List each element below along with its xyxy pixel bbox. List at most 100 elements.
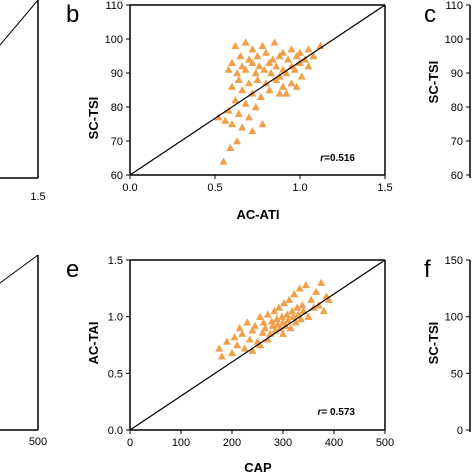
data-point [265,58,274,66]
data-point [287,62,296,70]
axis-ticks: 0 50 100 150 [445,255,470,437]
data-point [222,337,231,345]
scatter-points [214,38,325,165]
data-point [241,99,250,107]
data-point [243,318,252,326]
data-point [267,317,276,325]
data-point [272,62,281,70]
data-point [238,62,247,70]
data-point [238,329,247,337]
data-point [258,41,267,49]
panel-label: e [66,256,79,283]
data-point [309,52,318,60]
data-point [282,69,291,77]
data-point [275,72,284,80]
data-point [282,89,291,97]
data-point [241,38,250,46]
data-point [279,48,287,56]
data-point [238,86,247,94]
data-point [301,55,310,63]
data-point [228,348,236,357]
tick-label: 1.5 [30,191,45,203]
data-point [215,344,224,352]
data-point [293,303,302,311]
y-tick-label: 0.5 [108,368,123,380]
data-point [270,307,279,315]
y-tick-label: 150 [445,255,463,267]
partial-panel-top-left: 1.5 [0,0,46,203]
data-point [265,86,274,94]
data-point [228,58,236,66]
data-point [279,82,287,90]
x-tick-label: 0 [127,437,133,449]
data-point [291,318,300,326]
data-point [270,38,279,46]
panel-b: b SC-TSI AC-ATI r=0.516 0.0 0.5 1.0 1.5 60 70… [66,0,393,222]
y-tick-label: 80 [451,102,463,114]
data-point [240,344,249,352]
axis-ticks: 60 70 80 90 100 110 [445,0,470,182]
y-tick-label: 1.5 [108,255,123,267]
scatter-points [215,278,333,360]
data-point [262,79,270,87]
panel-label: b [66,1,79,28]
x-axis-label: CAP [244,460,272,474]
data-point [245,113,253,121]
panel-e: e AC-TAI CAP r= 0.573 0 100 200 300 400 500 0.… [66,255,394,474]
tick-label: 500 [29,436,47,448]
data-point [233,69,242,77]
x-tick-label: 300 [274,437,292,449]
data-point [312,287,321,295]
x-tick-label: 1.0 [292,182,307,194]
data-point [228,120,236,128]
data-point [272,75,281,83]
data-point [253,52,262,60]
data-point [260,65,269,73]
data-point [297,72,306,80]
data-point [263,310,272,318]
data-point [226,143,235,151]
data-point [287,79,296,87]
panel-label: f [424,256,431,283]
x-tick-label: 500 [376,437,394,449]
data-point [295,284,304,292]
axis-ticks: 0 100 200 300 400 500 0.0 0.5 1.0 1.5 [108,255,394,449]
data-point [296,48,304,56]
data-point [256,312,265,320]
data-point [251,69,260,77]
data-point [304,62,313,70]
data-point [262,48,270,56]
data-point [283,310,292,318]
panel-label: c [424,1,436,28]
y-axis-label: SC-TSI [426,61,441,104]
data-point [248,326,257,334]
data-point [231,96,240,104]
y-tick-label: 80 [111,102,123,114]
data-point [236,52,245,60]
data-point [224,106,233,114]
y-axis-label: SC-TSI [426,322,441,365]
data-point [275,52,284,60]
data-point [272,314,281,323]
data-point [251,103,260,111]
x-tick-label: 100 [172,437,190,449]
data-point [319,307,328,315]
data-point [258,120,267,128]
data-point [284,55,293,63]
data-point [241,65,250,73]
y-tick-label: 100 [105,34,123,46]
data-point [221,116,230,124]
y-tick-label: 100 [445,312,463,324]
data-point [267,69,276,77]
data-point [314,301,323,309]
identity-line [129,259,386,431]
data-point [307,295,316,303]
data-point [228,82,236,90]
y-tick-label: 100 [445,34,463,46]
data-point [230,333,239,341]
data-point [263,335,272,343]
data-point [324,295,333,303]
data-point [304,312,313,320]
y-axis-label: SC-TSI [86,97,101,140]
